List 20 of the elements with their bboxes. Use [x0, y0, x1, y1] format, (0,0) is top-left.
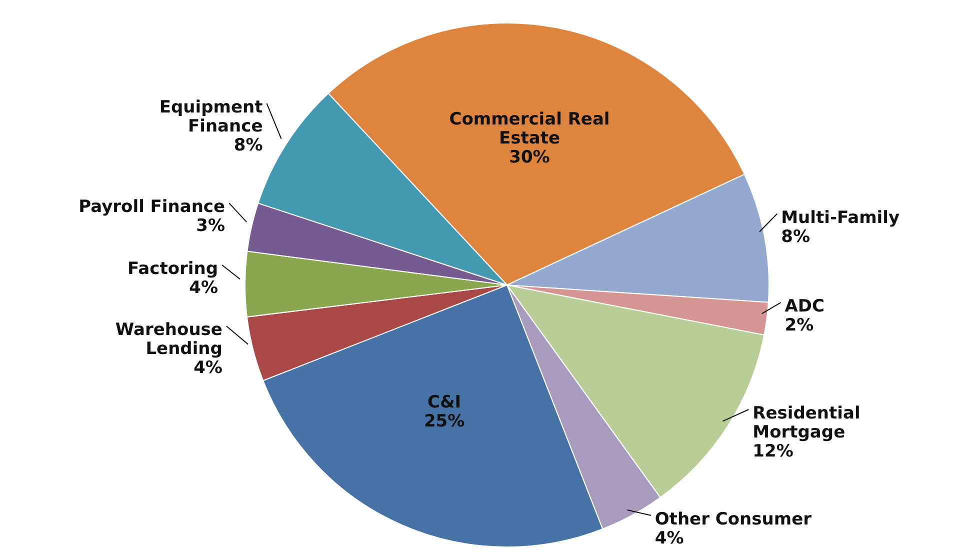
slice-label: Warehouse Lending — [115, 320, 222, 360]
slice-label: ADC — [784, 296, 825, 317]
slice-label: Payroll Finance — [78, 197, 226, 218]
data-label: 3% — [196, 216, 226, 236]
slice-label: Multi-Family — [781, 208, 900, 228]
data-label: 12% — [752, 442, 794, 462]
slice-label: Other Consumer — [654, 509, 812, 530]
data-label: 8% — [781, 226, 810, 247]
slice-label: Commercial Real Estate — [449, 110, 610, 149]
slice-label: Residential Mortgage — [752, 404, 860, 443]
data-label: 8% — [234, 135, 263, 156]
slice-label: Factoring — [128, 259, 218, 280]
data-label: 4% — [654, 528, 684, 548]
data-label: 30% — [509, 148, 550, 168]
data-label: 2% — [784, 316, 814, 336]
data-label: 4% — [189, 278, 218, 298]
data-label: 25% — [424, 412, 465, 432]
slice-label: C&I — [427, 392, 462, 413]
data-label: 4% — [194, 358, 222, 378]
slice-label: Equipment Finance — [159, 97, 263, 136]
